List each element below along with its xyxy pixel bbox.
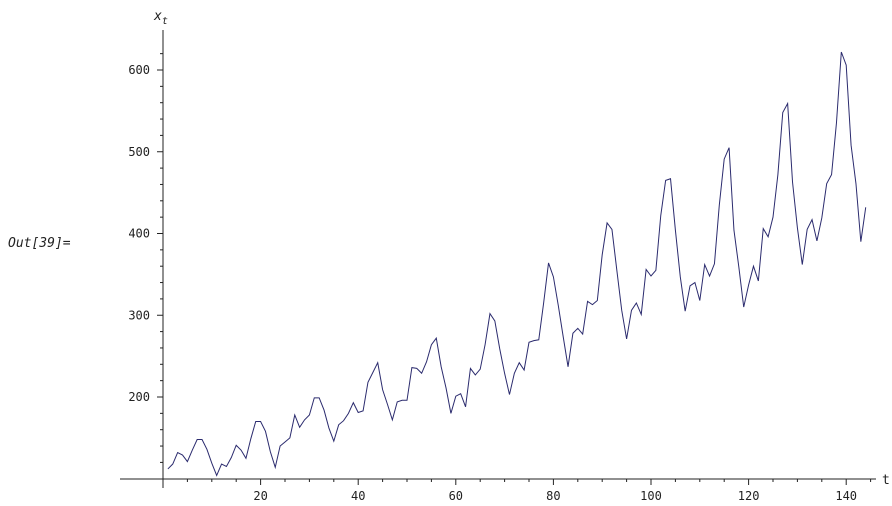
y-tick-label: 300: [128, 308, 150, 322]
x-tick-label: 20: [253, 489, 267, 503]
x-tick-label: 140: [835, 489, 857, 503]
x-tick-label: 120: [738, 489, 760, 503]
x-tick-label: 40: [351, 489, 365, 503]
chart-axes: [120, 30, 876, 488]
x-axis-ticks: 20 40 60 80 100 120 140: [186, 479, 872, 503]
series-line: [167, 51, 867, 477]
output-cell-label: Out[39]=: [8, 236, 71, 251]
x-axis-label: t: [882, 473, 890, 488]
y-tick-label: 200: [128, 390, 150, 404]
y-axis-ticks: 200 300 400 500 600: [128, 53, 163, 463]
y-tick-label: 500: [128, 145, 150, 159]
y-axis-label: xt: [153, 9, 168, 27]
x-tick-label: 80: [546, 489, 560, 503]
x-tick-label: 60: [449, 489, 463, 503]
x-tick-label: 100: [640, 489, 662, 503]
y-tick-label: 400: [128, 227, 150, 241]
y-tick-label: 600: [128, 63, 150, 77]
